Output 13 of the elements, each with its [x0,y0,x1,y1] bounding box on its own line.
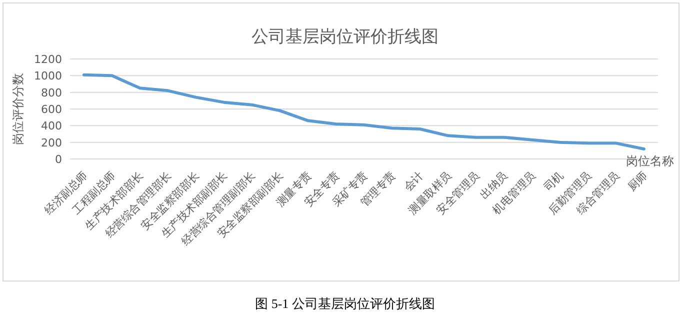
chart-title: 公司基层岗位评价折线图 [252,27,438,47]
y-tick-label: 1200 [34,53,62,66]
x-axis-title: 岗位名称 [626,154,674,168]
y-tick-label: 0 [55,153,62,166]
y-tick-label: 600 [41,103,62,116]
caption: 图 5-1 公司基层岗位评价折线图 [255,296,435,311]
y-tick-label: 400 [41,120,62,133]
y-tick-label: 800 [41,86,62,100]
line-series [82,73,646,150]
x-tick-label: 厨师 [625,168,650,194]
y-axis-title: 岗位评价分数 [11,73,25,145]
y-tick-label: 200 [41,136,62,150]
y-tick-label: 1000 [34,70,62,83]
